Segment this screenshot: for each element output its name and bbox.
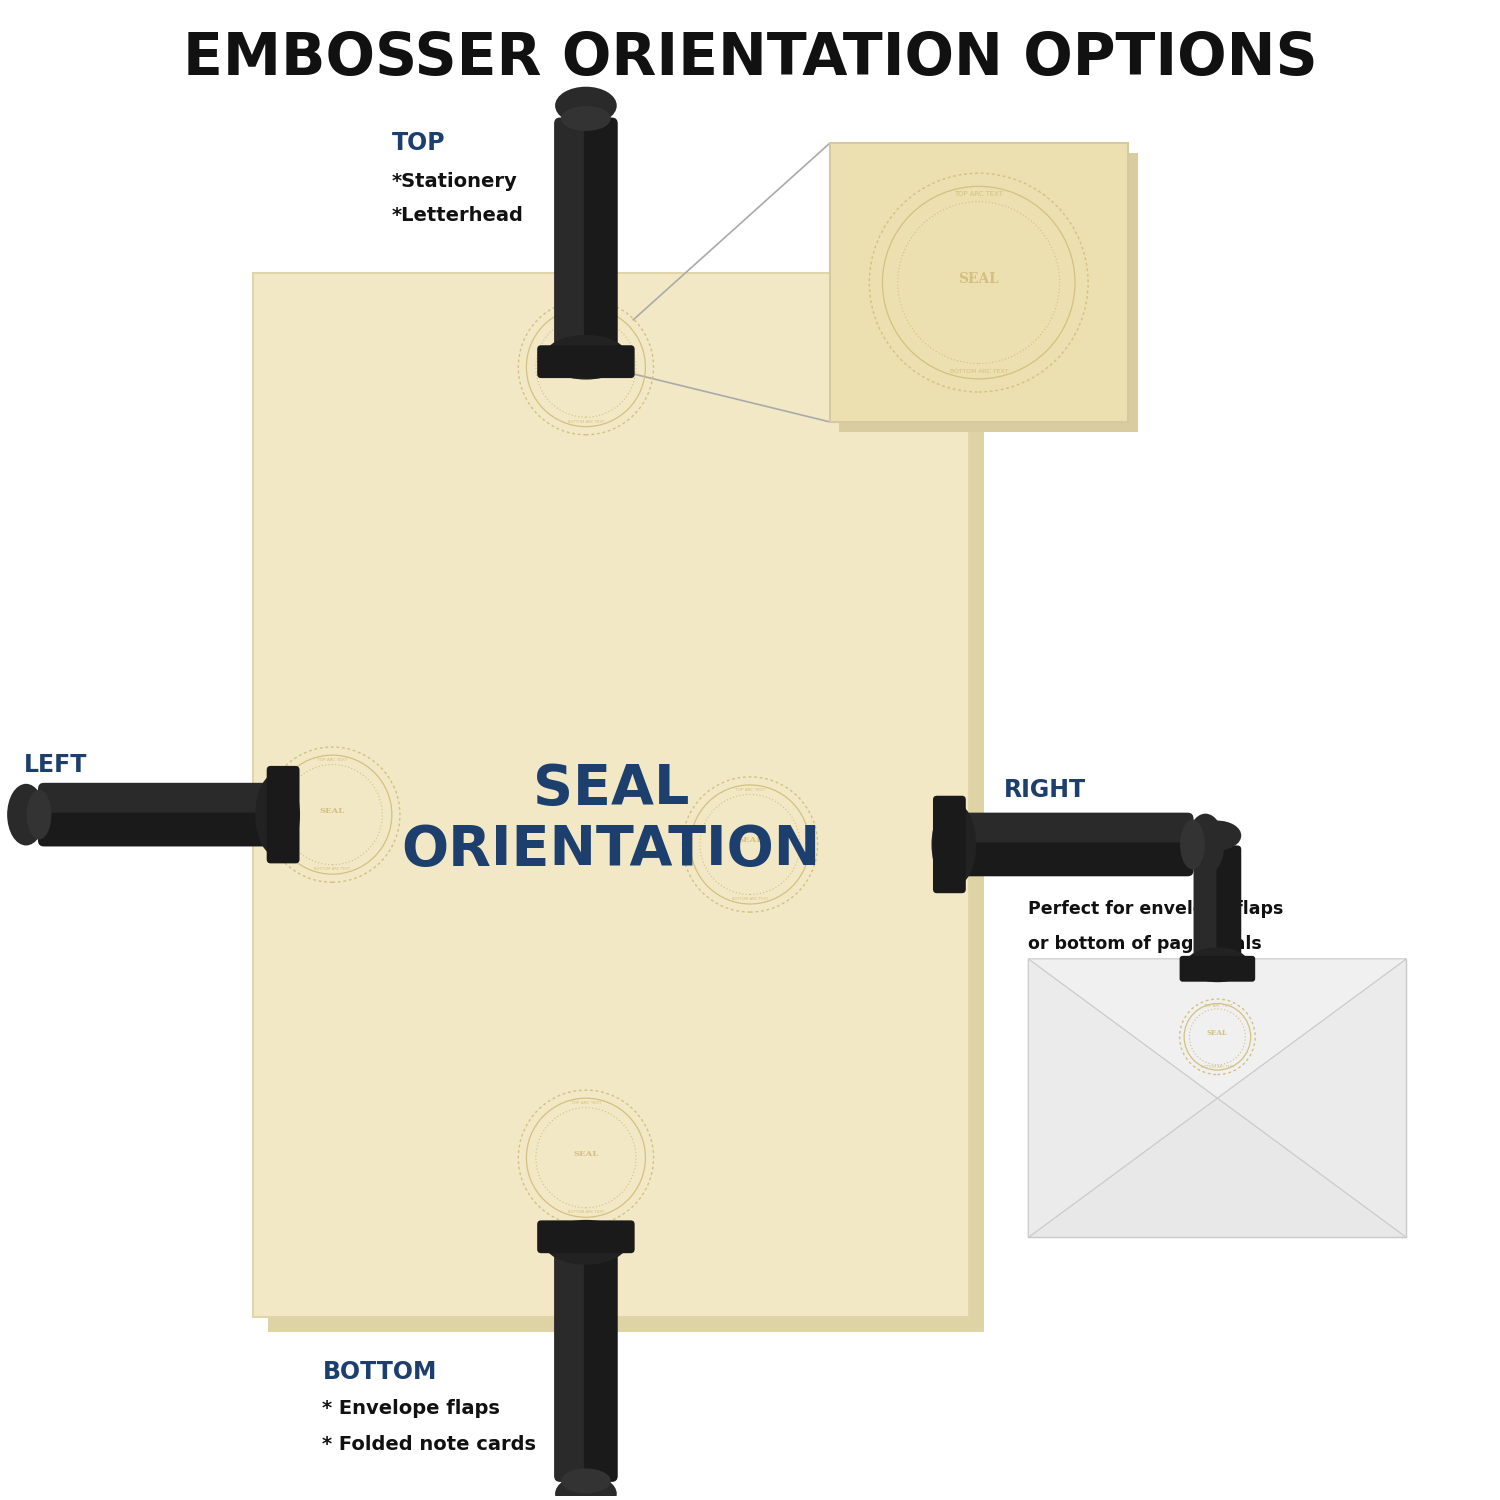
Text: BOTTOM ARC TEXT: BOTTOM ARC TEXT: [314, 867, 351, 871]
Text: or bottom of page seals: or bottom of page seals: [1029, 934, 1262, 952]
Text: RIGHT: RIGHT: [1004, 778, 1086, 802]
Text: BOTTOM: BOTTOM: [322, 1359, 436, 1383]
Ellipse shape: [543, 1220, 628, 1264]
Text: SEAL: SEAL: [573, 1149, 598, 1158]
Polygon shape: [1029, 958, 1218, 1238]
FancyBboxPatch shape: [254, 273, 969, 1317]
Ellipse shape: [27, 790, 51, 840]
Text: Perfect for envelope flaps: Perfect for envelope flaps: [1029, 900, 1284, 918]
Ellipse shape: [555, 1474, 616, 1500]
Text: BOTTOM ARC TEXT: BOTTOM ARC TEXT: [568, 1210, 604, 1215]
FancyBboxPatch shape: [933, 795, 966, 892]
Text: EMBOSSER ORIENTATION OPTIONS: EMBOSSER ORIENTATION OPTIONS: [183, 30, 1317, 87]
FancyBboxPatch shape: [1029, 958, 1407, 1238]
Text: *Stationery: *Stationery: [392, 171, 518, 190]
Polygon shape: [1029, 1098, 1407, 1238]
Ellipse shape: [1185, 948, 1250, 982]
Text: SEAL: SEAL: [573, 358, 598, 368]
Ellipse shape: [932, 802, 976, 886]
Text: *Letterhead: *Letterhead: [392, 207, 524, 225]
FancyBboxPatch shape: [584, 1232, 618, 1482]
FancyBboxPatch shape: [537, 1221, 634, 1252]
FancyBboxPatch shape: [944, 813, 1194, 846]
FancyBboxPatch shape: [267, 288, 984, 1332]
Text: BOTTOM ARC TEXT: BOTTOM ARC TEXT: [568, 420, 604, 424]
FancyBboxPatch shape: [1216, 846, 1242, 974]
FancyBboxPatch shape: [840, 153, 1138, 432]
Text: TOP ARC TEXT: TOP ARC TEXT: [1203, 1004, 1231, 1008]
FancyBboxPatch shape: [1194, 846, 1218, 974]
Text: * Book page: * Book page: [1004, 818, 1136, 837]
FancyBboxPatch shape: [38, 783, 288, 816]
Text: BOTTOM: BOTTOM: [1029, 858, 1143, 882]
Text: BOTTOM ARC TEXT: BOTTOM ARC TEXT: [950, 369, 1008, 374]
Polygon shape: [1029, 958, 1407, 1098]
Text: BOTTOM ARC TEXT: BOTTOM ARC TEXT: [1200, 1065, 1234, 1070]
Ellipse shape: [255, 772, 300, 856]
Ellipse shape: [543, 334, 628, 380]
Text: TOP: TOP: [392, 132, 445, 156]
Ellipse shape: [561, 106, 610, 130]
Text: SEAL
ORIENTATION: SEAL ORIENTATION: [400, 762, 820, 878]
FancyBboxPatch shape: [584, 117, 618, 368]
Text: TOP ARC TEXT: TOP ARC TEXT: [954, 190, 1004, 196]
Text: * Folded note cards: * Folded note cards: [322, 1434, 537, 1454]
Ellipse shape: [8, 784, 45, 846]
FancyBboxPatch shape: [554, 1232, 588, 1482]
FancyBboxPatch shape: [1179, 956, 1256, 981]
Text: TOP ARC TEXT: TOP ARC TEXT: [570, 310, 602, 315]
FancyBboxPatch shape: [267, 766, 300, 864]
Text: SEAL: SEAL: [738, 837, 762, 844]
Text: LEFT: LEFT: [24, 753, 87, 777]
Text: * Envelope flaps: * Envelope flaps: [322, 1400, 501, 1417]
Ellipse shape: [1180, 819, 1204, 870]
FancyBboxPatch shape: [554, 117, 588, 368]
Ellipse shape: [561, 1468, 610, 1494]
FancyBboxPatch shape: [38, 813, 288, 846]
Polygon shape: [1218, 958, 1407, 1238]
Text: TOP ARC TEXT: TOP ARC TEXT: [570, 1101, 602, 1106]
Ellipse shape: [1194, 821, 1242, 850]
Ellipse shape: [1186, 813, 1224, 876]
Text: SEAL: SEAL: [958, 272, 999, 285]
FancyBboxPatch shape: [537, 345, 634, 378]
Ellipse shape: [555, 87, 616, 124]
FancyBboxPatch shape: [944, 843, 1194, 876]
Text: TOP ARC TEXT: TOP ARC TEXT: [316, 758, 348, 762]
Text: BOTTOM ARC TEXT: BOTTOM ARC TEXT: [732, 897, 768, 902]
Text: SEAL: SEAL: [320, 807, 345, 814]
FancyBboxPatch shape: [830, 144, 1128, 422]
Text: TOP ARC TEXT: TOP ARC TEXT: [735, 788, 765, 792]
Text: SEAL: SEAL: [1208, 1029, 1228, 1036]
Text: *Not Common: *Not Common: [24, 792, 176, 812]
